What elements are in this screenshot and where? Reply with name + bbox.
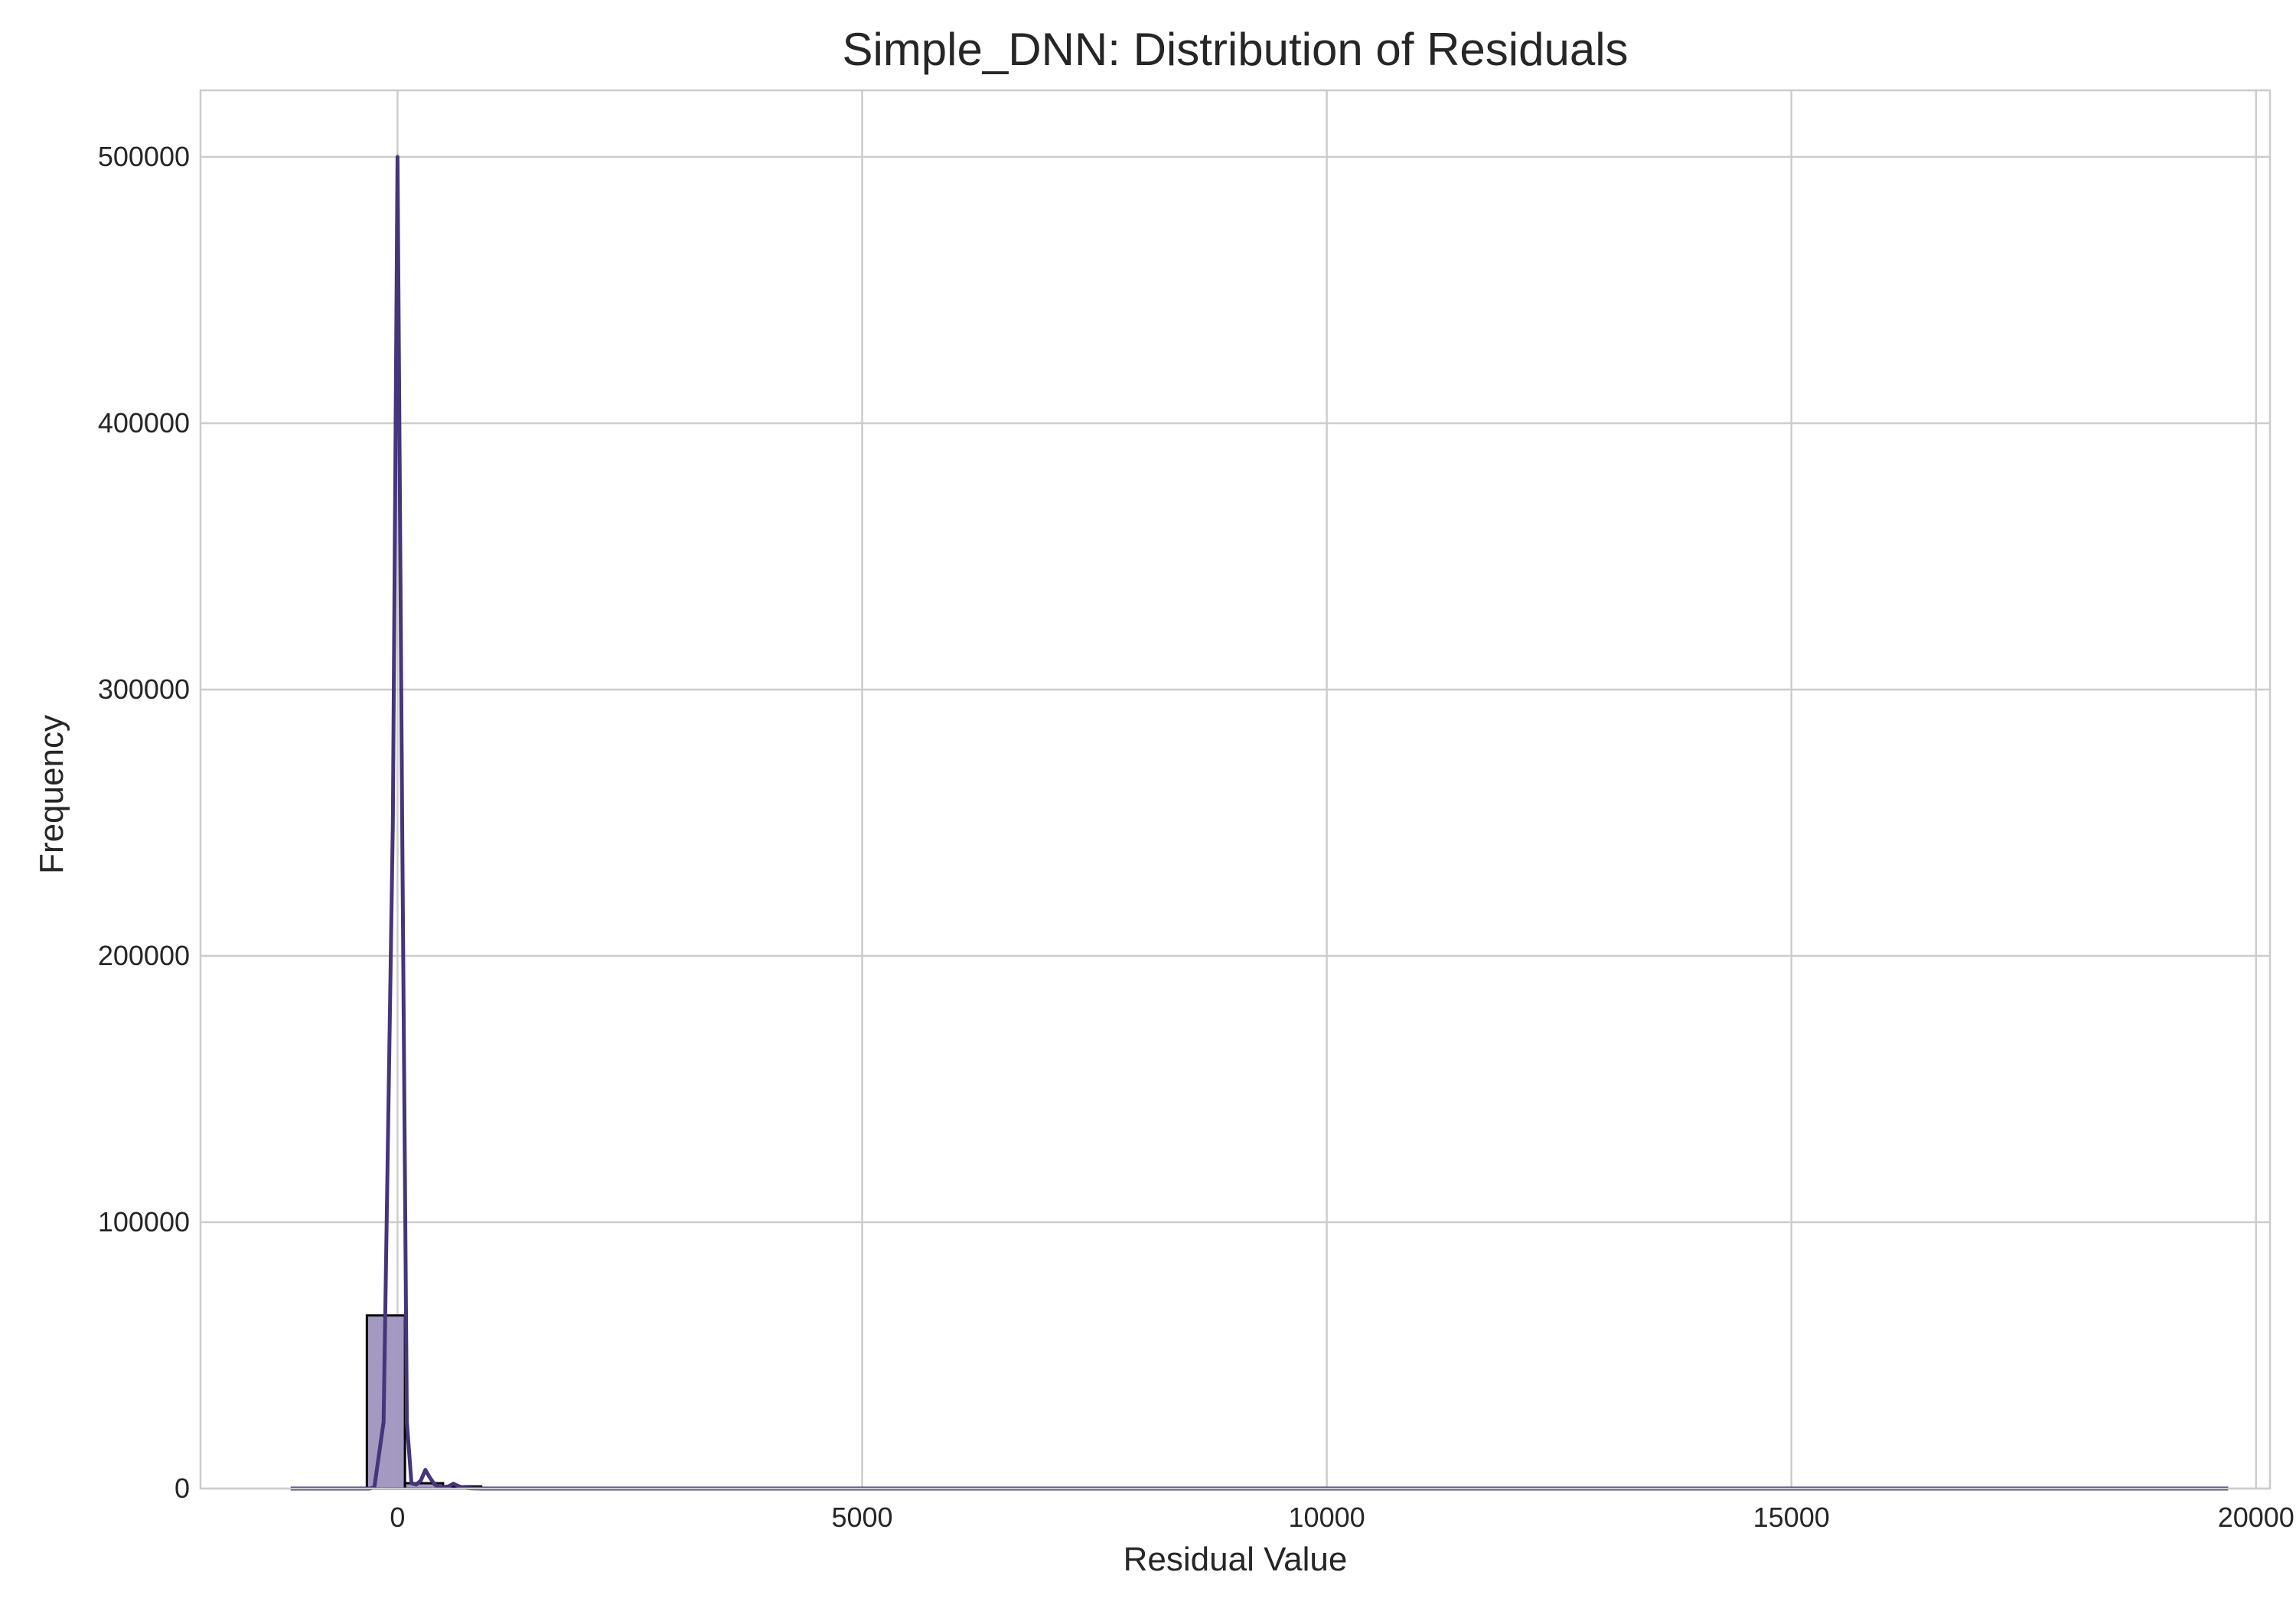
x-tick-label: 10000 [1289,1502,1365,1533]
y-tick-label: 500000 [98,141,190,172]
tick-labels: 0 5000 10000 15000 2000001000002000003000004… [98,141,2294,1533]
plot-frame [199,89,2272,1490]
x-tick-label: 0 [390,1502,405,1533]
y-tick-label: 200000 [98,940,190,971]
y-tick-label: 100000 [98,1206,190,1238]
y-axis-label: Frequency [33,715,70,874]
x-tick-label: 20000 [2218,1502,2294,1533]
y-tick-label: 400000 [98,407,190,439]
x-tick-label: 15000 [1753,1502,1830,1533]
x-axis-label: Residual Value [1124,1541,1348,1578]
x-tick-label: 5000 [831,1502,892,1533]
chart-title: Simple_DNN: Distribution of Residuals [842,24,1628,75]
y-tick-label: 300000 [98,673,190,705]
y-tick-label: 0 [174,1472,190,1504]
